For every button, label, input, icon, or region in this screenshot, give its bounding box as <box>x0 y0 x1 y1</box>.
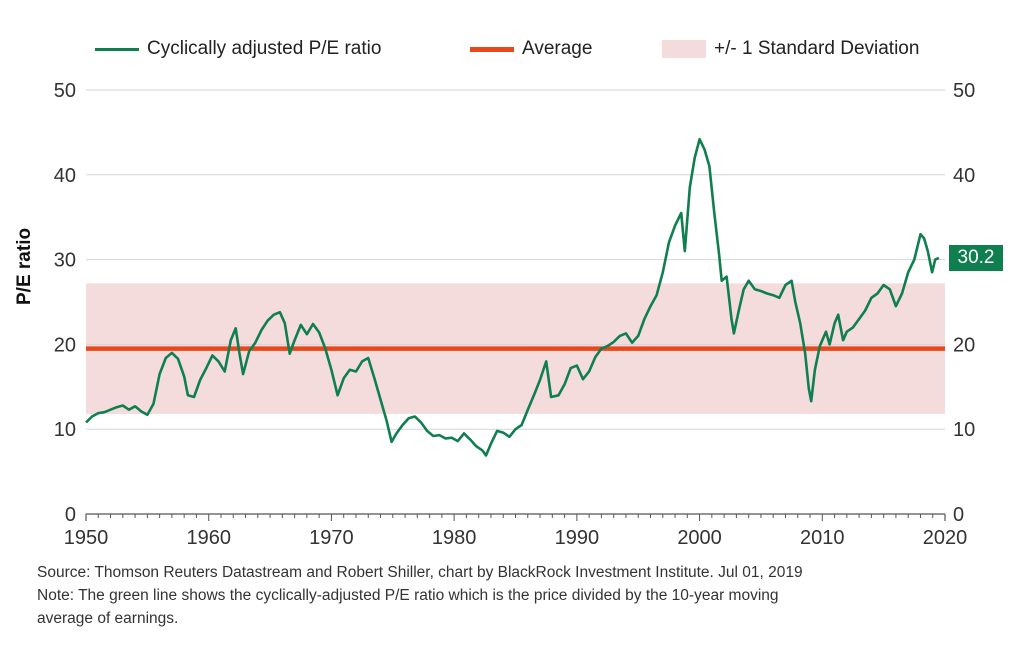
note-line-2: average of earnings. <box>37 610 179 627</box>
x-tick-1960: 1960 <box>186 527 231 549</box>
x-tick-1950: 1950 <box>64 527 109 549</box>
x-tick-2020: 2020 <box>923 527 968 549</box>
legend-item-band: +/- 1 Standard Deviation <box>662 38 919 60</box>
y-tick-right-50: 50 <box>953 80 975 102</box>
note-line-1: Note: The green line shows the cyclicall… <box>37 587 779 604</box>
source-note: Source: Thomson Reuters Datastream and R… <box>37 564 803 581</box>
legend-swatch-average <box>470 46 514 52</box>
y-tick-left-40: 40 <box>54 165 76 187</box>
y-tick-left-50: 50 <box>54 80 76 102</box>
y-tick-left-20: 20 <box>54 334 76 356</box>
y-tick-left-0: 0 <box>65 504 76 526</box>
x-tick-1970: 1970 <box>309 527 354 549</box>
y-tick-left-30: 30 <box>54 250 76 272</box>
x-tick-1990: 1990 <box>555 527 600 549</box>
legend-label-average: Average <box>522 38 593 59</box>
legend-item-average: Average <box>470 38 592 60</box>
y-tick-right-0: 0 <box>953 504 964 526</box>
y-tick-right-20: 20 <box>953 334 975 356</box>
cape-series-line <box>85 137 940 457</box>
legend-item-cape: Cyclically adjusted P/E ratio <box>95 38 381 60</box>
x-tick-2010: 2010 <box>800 527 845 549</box>
y-tick-left-10: 10 <box>54 419 76 441</box>
chart-legend: Cyclically adjusted P/E ratio Average +/… <box>0 38 1020 66</box>
chart-notes: Source: Thomson Reuters Datastream and R… <box>37 561 997 630</box>
y-tick-right-10: 10 <box>953 419 975 441</box>
y-tick-right-40: 40 <box>953 165 975 187</box>
last-value-badge: 30.2 <box>949 244 1003 271</box>
x-tick-2000: 2000 <box>677 527 722 549</box>
legend-label-cape: Cyclically adjusted P/E ratio <box>147 38 382 59</box>
x-tick-1980: 1980 <box>432 527 477 549</box>
pe-ratio-chart: 0010102020303040405050195019601970198019… <box>54 80 976 549</box>
legend-swatch-cape <box>95 47 139 51</box>
legend-label-band: +/- 1 Standard Deviation <box>714 38 920 59</box>
legend-swatch-band <box>662 40 706 58</box>
